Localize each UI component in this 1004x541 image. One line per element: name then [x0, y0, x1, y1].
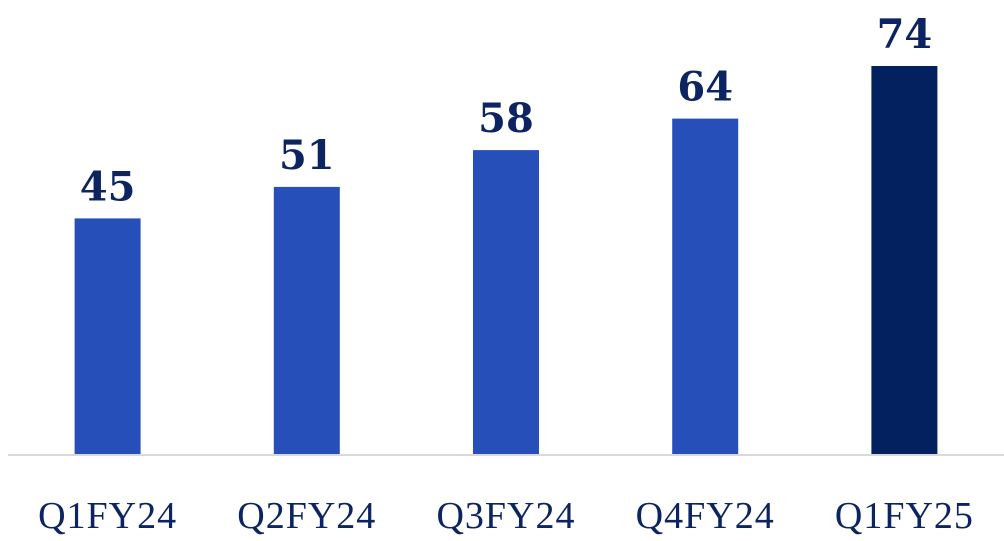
value-label-q4fy24: 64	[677, 64, 733, 111]
value-label-q1fy25: 74	[877, 11, 933, 58]
bars-group	[74, 66, 938, 455]
x-tick-label-q1fy25: Q1FY25	[835, 495, 974, 537]
value-label-q2fy24: 51	[279, 132, 335, 179]
x-tick-label-q1fy24: Q1FY24	[38, 495, 177, 537]
value-label-q3fy24: 58	[478, 95, 534, 142]
bar-q4fy24	[672, 118, 739, 455]
bar-q1fy25	[871, 66, 938, 455]
x-tick-label-q2fy24: Q2FY24	[237, 495, 376, 537]
bar-q2fy24	[273, 186, 340, 455]
x-tick-labels-group: Q1FY24 Q2FY24 Q3FY24 Q4FY24 Q1FY25	[38, 495, 974, 537]
x-tick-label-q3fy24: Q3FY24	[436, 495, 575, 537]
value-label-q1fy24: 45	[80, 163, 136, 210]
value-labels-group: 45 51 58 64 74	[80, 11, 932, 210]
bar-q1fy24	[74, 218, 141, 455]
bar-q3fy24	[473, 150, 539, 455]
x-tick-label-q4fy24: Q4FY24	[636, 495, 775, 537]
